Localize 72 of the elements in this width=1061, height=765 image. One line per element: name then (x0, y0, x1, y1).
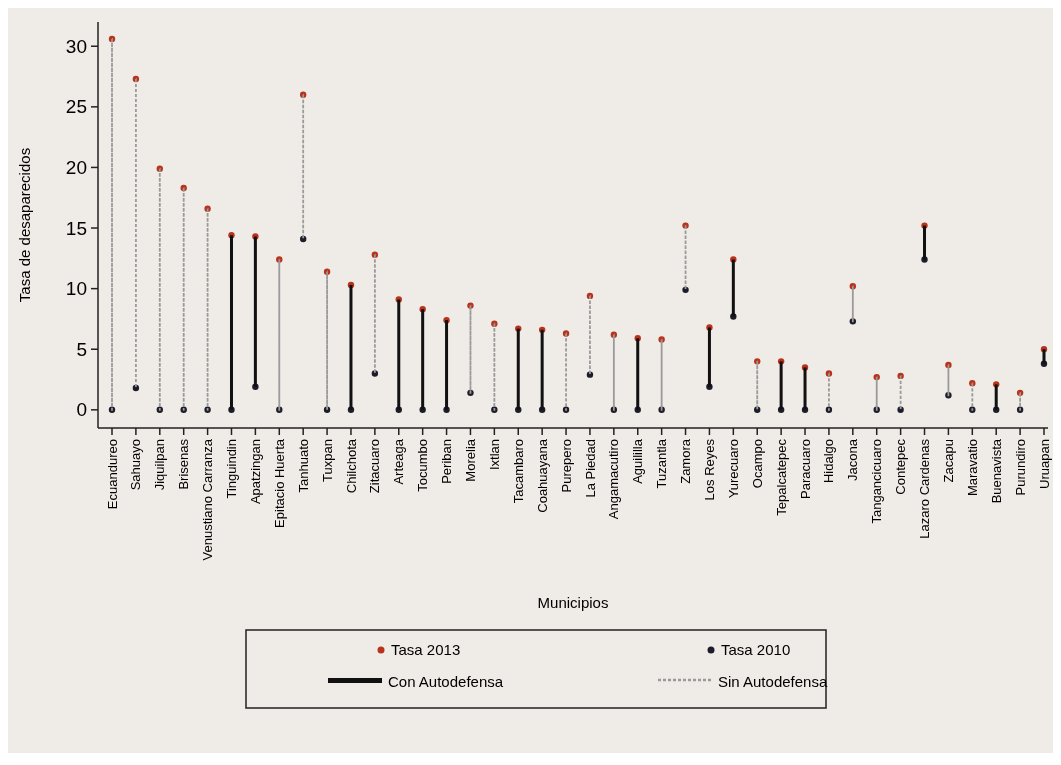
bar (397, 299, 401, 410)
x-tick-label: La Piedad (582, 439, 598, 498)
bar (253, 236, 257, 387)
x-tick-label: Maravatio (964, 439, 980, 497)
x-tick-label: Tinguindin (224, 439, 240, 499)
x-tick-label: Contepec (893, 438, 909, 495)
bar (1042, 349, 1046, 364)
bar (779, 361, 783, 410)
x-tick-label: Morelia (463, 438, 479, 482)
x-tick-label: Buenavista (988, 438, 1004, 504)
bar (445, 320, 449, 410)
bar (421, 309, 425, 410)
x-tick-label: Hidalgo (821, 439, 837, 484)
point (204, 205, 211, 212)
x-tick-label: Jacona (845, 438, 861, 481)
legend-label: Con Autodefensa (388, 673, 504, 691)
x-tick-label: Brisenas (176, 438, 192, 490)
x-tick-label: Periban (439, 439, 455, 484)
point (204, 406, 211, 414)
point (682, 222, 689, 229)
x-tick-label: Venustiano Carranza (200, 438, 216, 561)
x-tick-label: Zitacuaro (367, 439, 383, 494)
x-tick-label: Arteaga (391, 438, 407, 485)
bar (516, 328, 520, 410)
x-tick-label: Tacambaro (510, 439, 526, 504)
y-axis-title: Tasa de desaparecidos (16, 147, 33, 303)
bar (540, 329, 544, 410)
x-tick-label: Los Reyes (701, 438, 717, 501)
y-tick-label: 0 (76, 399, 87, 421)
x-tick-label: Coahuayana (534, 438, 550, 513)
bar (803, 367, 807, 410)
bar (229, 235, 233, 410)
y-tick-label: 10 (65, 278, 87, 300)
bar (994, 384, 998, 410)
y-tick-label: 30 (65, 35, 87, 57)
x-tick-label: Ixtlan (486, 439, 502, 471)
bar (731, 259, 735, 317)
x-tick-label: Chilchota (343, 438, 359, 494)
bar (349, 284, 353, 410)
bar (636, 338, 640, 410)
y-tick-label: 25 (65, 96, 87, 118)
y-tick-label: 20 (65, 157, 87, 179)
x-tick-label: Ocampo (749, 439, 765, 489)
x-tick-label: Uruapan (1036, 439, 1052, 489)
x-tick-label: Ecuandureo (104, 439, 120, 510)
x-tick-label: Angamacutiro (606, 439, 622, 520)
x-tick-label: Yurecuaro (725, 439, 741, 499)
x-tick-label: Epitacio Huerta (271, 438, 287, 528)
x-tick-label: Zacapu (940, 439, 956, 483)
x-axis-title: Municipios (537, 594, 609, 611)
point (682, 286, 689, 294)
x-tick-label: Tuxpan (319, 439, 335, 482)
x-tick-label: Aguililla (630, 438, 646, 484)
x-tick-label: Zamora (678, 438, 694, 484)
x-tick-label: Purundiro (1012, 439, 1028, 496)
bar (707, 327, 711, 387)
x-tick-label: Tocumbo (415, 439, 431, 492)
x-tick-label: Tepalcatepec (773, 438, 789, 516)
x-tick-label: Paracuaro (797, 439, 813, 499)
x-tick-label: Sahuayo (128, 439, 144, 491)
x-tick-label: Tangancicuaro (869, 439, 885, 524)
x-tick-label: Lazaro Cardenas (917, 438, 933, 539)
legend-label: Tasa 2010 (721, 641, 791, 659)
x-tick-label: Tuzantla (654, 438, 670, 489)
x-tick-label: Jiquilpan (152, 439, 168, 491)
x-tick-label: Tanhuato (295, 439, 311, 493)
bar (923, 225, 927, 260)
x-tick-label: Purepero (558, 439, 574, 493)
legend-label: Tasa 2013 (391, 641, 461, 659)
y-tick-label: 5 (76, 338, 87, 360)
x-tick-label: Apatzingan (247, 439, 263, 505)
y-tick-label: 15 (65, 217, 87, 239)
